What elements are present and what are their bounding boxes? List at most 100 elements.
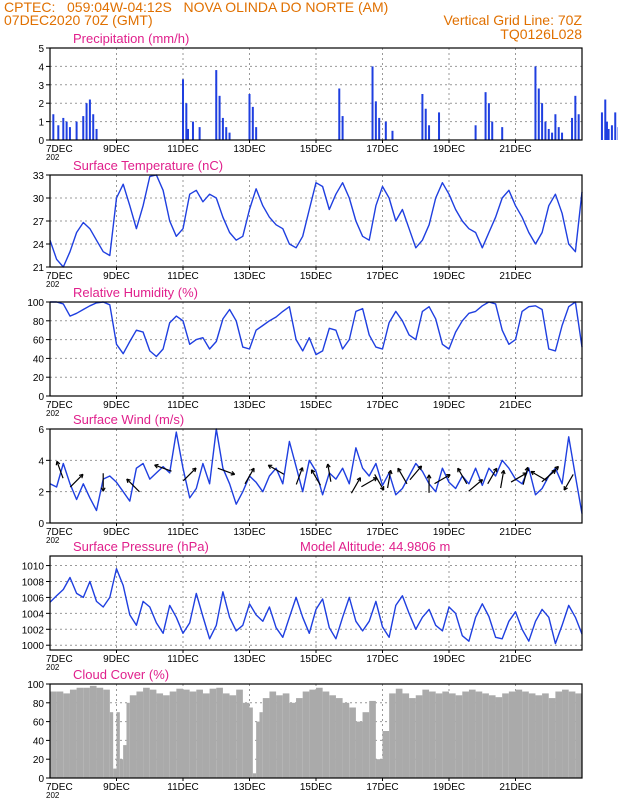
header-vertical-grid: Vertical Grid Line: 70Z	[443, 12, 582, 28]
wind-arrow-head	[325, 463, 329, 468]
wind-arrow-shaft	[530, 470, 547, 482]
x-tick-label: 17DEC	[366, 654, 398, 665]
precip-bar	[544, 121, 547, 140]
wind-arrow-shaft	[361, 477, 378, 488]
cloud-cover-column	[50, 691, 57, 778]
y-tick-label: 5	[38, 44, 44, 55]
wind-arrow	[325, 463, 332, 482]
precip-bar	[228, 132, 231, 140]
wind-arrow	[457, 467, 468, 485]
x-tick-label: 17DEC	[366, 782, 398, 793]
x-tick-label: 13DEC	[233, 271, 265, 282]
cloud-cover-column	[252, 773, 257, 778]
precip-bar	[185, 103, 188, 140]
cloud-cover-column	[89, 685, 97, 778]
wind-arrow	[310, 469, 322, 486]
precip-bar	[557, 127, 560, 140]
cloud-cover-column	[555, 691, 563, 778]
cloud-cover-column	[402, 693, 410, 778]
precip-bar	[605, 121, 608, 140]
panel-title: Relative Humidity (%)	[73, 285, 198, 300]
x-tick-label: 15DEC	[300, 400, 332, 411]
wind-arrow	[55, 460, 64, 479]
series-line	[50, 301, 583, 358]
cloud-cover-column	[335, 698, 343, 778]
precip-bar	[604, 99, 607, 140]
cloud-cover-column	[183, 689, 190, 778]
precip-bar	[88, 99, 91, 140]
panel-title: Surface Pressure (hPa)	[73, 539, 209, 554]
cloud-cover-column	[422, 689, 430, 778]
y-tick-label: 24	[33, 240, 45, 251]
wind-arrow-head	[78, 473, 84, 477]
cloud-cover-column	[282, 693, 290, 778]
cloud-cover-column	[522, 691, 529, 778]
wind-arrow-head	[500, 469, 505, 474]
cloud-cover-column	[349, 707, 356, 778]
cloud-cover-column	[488, 695, 496, 778]
x-tick-label: 21DEC	[499, 782, 531, 793]
precip-bar	[537, 88, 540, 140]
panel-5: Cloud Cover (%) 0 20 40 60 80 100 7DEC202 9DEC 11…	[27, 667, 583, 800]
x-tick-label: 21DEC	[499, 527, 531, 538]
x-tick-label: 11DEC	[167, 400, 199, 411]
x-tick-label: 17DEC	[366, 271, 398, 282]
wind-arrow-head	[250, 467, 255, 471]
y-tick-label: 60	[33, 718, 45, 729]
precip-bar	[218, 95, 221, 140]
y-tick-label: 20	[33, 373, 45, 384]
precip-bar	[541, 103, 544, 140]
precip-bar	[68, 127, 71, 140]
cloud-cover-column	[96, 687, 104, 778]
cloud-cover-column	[189, 691, 197, 778]
x-tick-label: 11DEC	[167, 527, 199, 538]
wind-arrow	[522, 466, 530, 485]
cloud-cover-column	[259, 712, 263, 778]
x-tick-label: 15DEC	[300, 654, 332, 665]
y-tick-label: 4	[38, 456, 44, 467]
cloud-cover-column	[508, 691, 516, 778]
x-tick-label: 21DEC	[499, 271, 531, 282]
wind-arrow-shaft	[182, 467, 197, 482]
y-tick-label: 80	[33, 317, 45, 328]
cloud-cover-column	[126, 702, 130, 778]
y-tick-label: 21	[33, 263, 45, 274]
wind-arrow	[69, 473, 84, 488]
wind-arrow	[100, 473, 106, 492]
x-tick-label: 9DEC	[103, 144, 130, 155]
cloud-cover-column	[262, 698, 270, 778]
cloud-cover-column	[113, 768, 117, 778]
cloud-cover-column	[163, 695, 170, 778]
y-tick-label: 1	[38, 118, 44, 129]
precip-bar	[577, 114, 580, 140]
wind-arrow-head	[478, 479, 483, 481]
cloud-cover-column	[329, 695, 336, 778]
x-tick-label: 21DEC	[499, 654, 531, 665]
wind-arrow-shaft	[457, 467, 468, 485]
cloud-cover-column	[249, 707, 253, 778]
precip-bar	[85, 103, 88, 140]
cloud-cover-column	[568, 691, 576, 778]
cloud-cover-column	[143, 687, 150, 778]
panel-title: Cloud Cover (%)	[73, 667, 169, 682]
cloud-cover-column	[382, 731, 390, 778]
x-tick-label: 11DEC	[167, 782, 199, 793]
cloud-cover-column	[462, 691, 469, 778]
precip-bar	[421, 94, 424, 140]
y-tick-label: 0	[38, 392, 44, 403]
x-tick-label: 13DEC	[233, 400, 265, 411]
precip-bar	[182, 79, 184, 140]
precip-bar	[607, 128, 610, 140]
wind-arrow	[126, 478, 140, 493]
precip-bar	[534, 66, 537, 140]
cloud-cover-column	[409, 698, 416, 778]
wind-arrow	[374, 474, 385, 491]
y-tick-label: 30	[33, 194, 45, 205]
wind-arrow-shaft	[56, 461, 64, 479]
wind-arrow-shaft	[126, 478, 140, 493]
precip-bar	[551, 132, 554, 140]
wind-arrow	[397, 467, 408, 485]
y-tick-label: 20	[33, 755, 45, 766]
cloud-cover-column	[229, 695, 237, 778]
